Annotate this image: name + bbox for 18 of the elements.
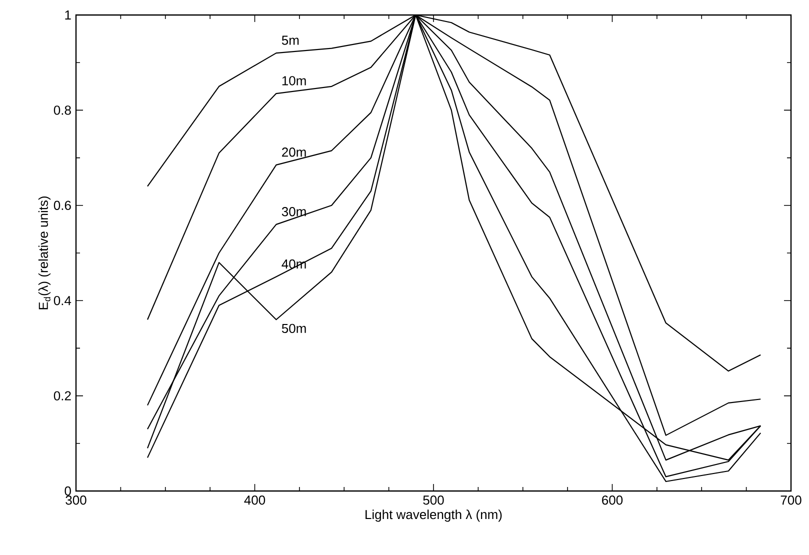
series-label: 10m	[282, 76, 306, 86]
x-tick-label: 300	[66, 496, 86, 505]
y-tick-label: 0.2	[54, 391, 71, 400]
x-tick-label: 700	[780, 496, 802, 505]
y-tick-label: 0.4	[54, 296, 72, 306]
x-tick-label: 400	[244, 496, 266, 505]
y-tick-label: 0.8	[54, 106, 71, 115]
series-label: 20m	[282, 148, 306, 157]
x-tick-label: 500	[423, 496, 444, 505]
series-label: 5m	[282, 36, 299, 45]
x-axis-title: Light wavelength λ (nm)	[366, 510, 502, 522]
x-tick-label: 600	[602, 496, 623, 505]
y-tick-label: 0.6	[54, 200, 71, 210]
series-label: 30m	[282, 207, 306, 216]
y-tick-label: 0	[64, 486, 71, 496]
series-label: 50m	[282, 324, 306, 334]
y-axis-title: E$_{d}$(λ) (relative units)	[38, 196, 51, 310]
y-tick-label: 1	[65, 10, 71, 20]
